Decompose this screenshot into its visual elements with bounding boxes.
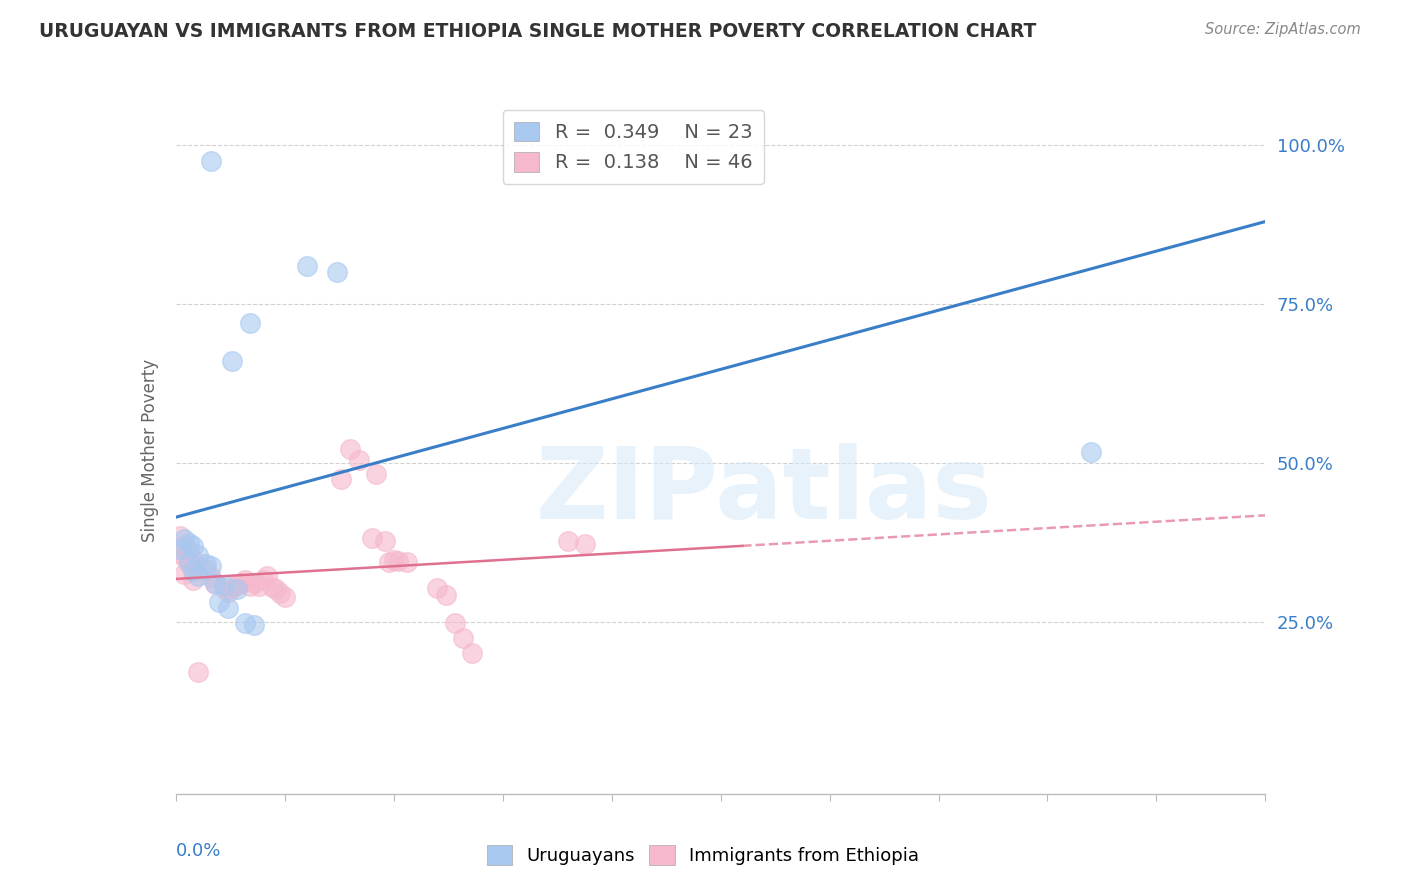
Point [173,549,195,564]
Point [208,595,231,609]
Point [177,555,200,569]
Point [557,533,579,548]
Point [264,582,287,596]
Point [169,542,191,557]
Point [181,539,204,553]
Point [1080,444,1102,458]
Point [200,559,222,574]
Point [169,529,191,543]
Point [204,577,226,591]
Legend: R =  0.349    N = 23, R =  0.138    N = 46: R = 0.349 N = 23, R = 0.138 N = 46 [502,110,765,184]
Point [339,442,361,456]
Point [173,566,195,581]
Text: 0.0%: 0.0% [176,842,221,860]
Point [360,531,382,545]
Point [269,586,291,600]
Point [217,601,239,615]
Point [239,579,262,593]
Point [186,549,209,563]
Point [169,546,191,561]
Legend: Uruguayans, Immigrants from Ethiopia: Uruguayans, Immigrants from Ethiopia [479,838,927,872]
Point [195,563,218,577]
Point [387,554,409,568]
Point [181,553,204,567]
Point [225,578,247,592]
Point [461,646,484,660]
Point [186,560,209,574]
Point [204,575,226,590]
Point [212,578,235,592]
Point [186,569,209,583]
Point [453,631,475,645]
Point [243,575,266,590]
Point [395,555,418,569]
Point [347,453,370,467]
Point [252,573,274,587]
Point [195,557,218,571]
Point [434,589,457,603]
Point [330,472,353,486]
Point [574,537,596,551]
Point [239,316,262,330]
Point [274,590,297,604]
Point [426,582,449,596]
Point [295,259,318,273]
Point [177,557,200,571]
Point [186,665,209,679]
Point [443,616,465,631]
Point [212,582,235,596]
Point [256,569,278,583]
Point [382,553,405,567]
Point [177,535,200,549]
Point [181,564,204,578]
Point [200,570,222,584]
Point [260,580,283,594]
Point [200,154,222,169]
Point [243,617,266,632]
Point [235,616,257,631]
Point [173,539,195,553]
Point [217,584,239,599]
Text: Source: ZipAtlas.com: Source: ZipAtlas.com [1205,22,1361,37]
Point [235,573,257,587]
Point [326,265,349,279]
Point [374,533,396,548]
Point [173,533,195,547]
Text: ZIPatlas: ZIPatlas [536,443,993,541]
Point [221,582,243,596]
Point [221,354,243,368]
Y-axis label: Single Mother Poverty: Single Mother Poverty [141,359,159,542]
Point [177,544,200,558]
Point [181,573,204,587]
Point [247,579,270,593]
Text: URUGUAYAN VS IMMIGRANTS FROM ETHIOPIA SINGLE MOTHER POVERTY CORRELATION CHART: URUGUAYAN VS IMMIGRANTS FROM ETHIOPIA SI… [39,22,1036,41]
Point [378,555,401,569]
Point [366,467,388,481]
Point [231,575,253,590]
Point [225,582,247,596]
